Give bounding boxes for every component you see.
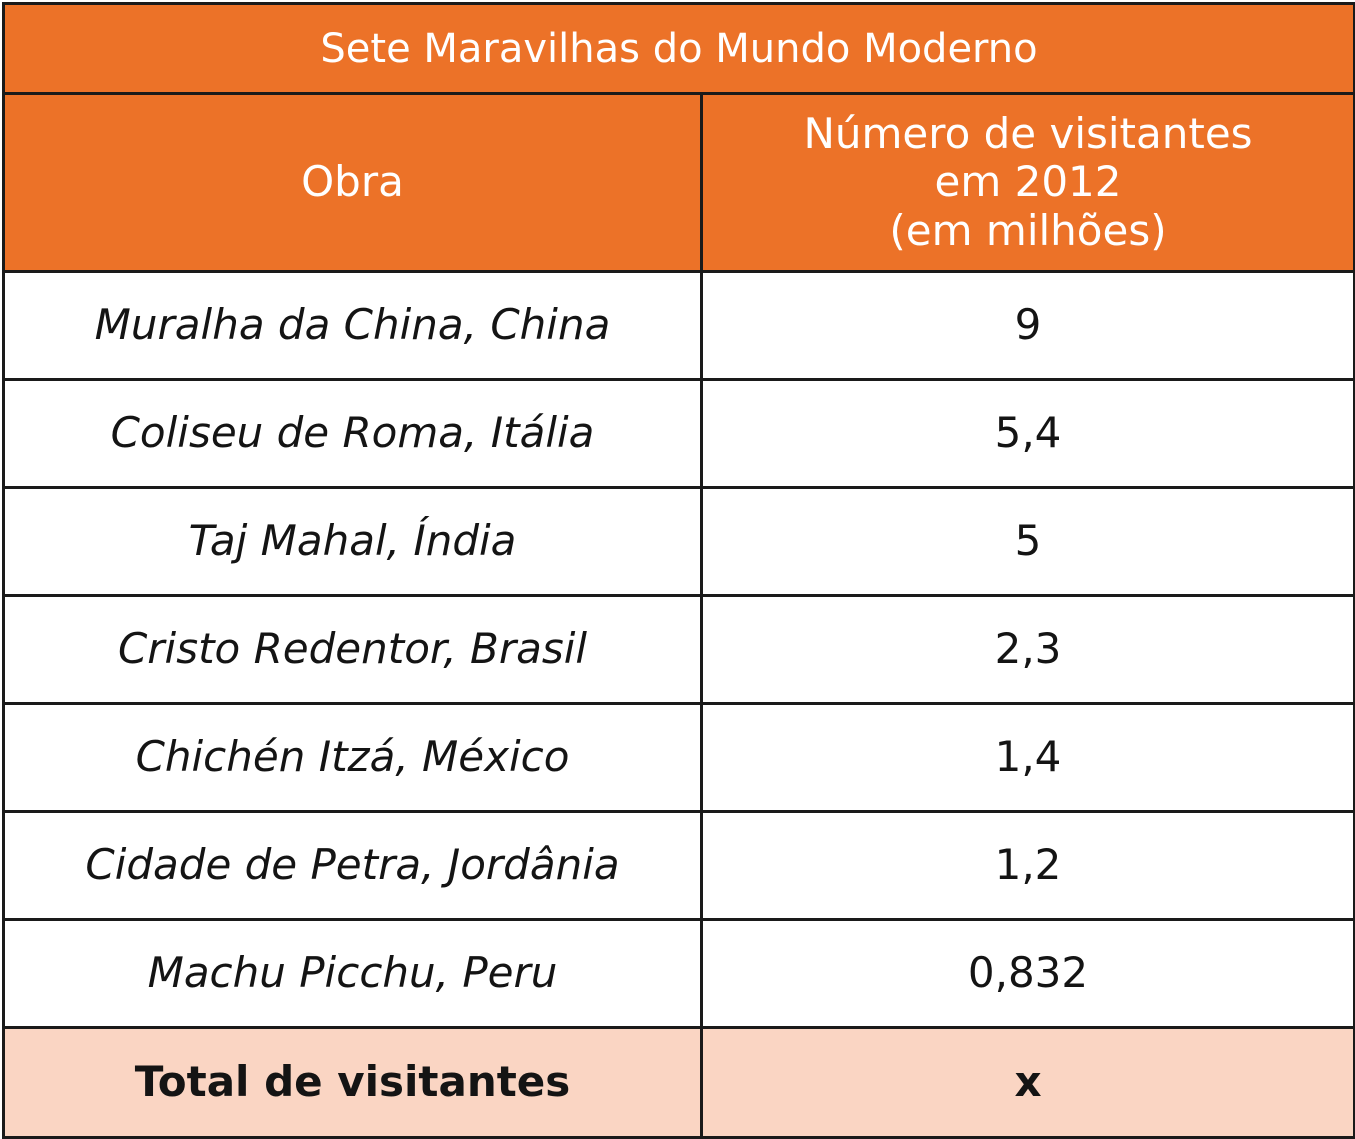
header-visitantes: Número de visitantes em 2012 (em milhões…	[699, 92, 1355, 273]
table-title: Sete Maravilhas do Mundo Moderno	[1, 2, 1355, 95]
table-row: Taj Mahal, Índia 5	[2, 486, 1355, 597]
table-row: Cidade de Petra, Jordânia 1,2	[2, 810, 1355, 921]
cell-obra: Chichén Itzá, México	[2, 702, 703, 813]
cell-visitantes: 9	[699, 270, 1355, 381]
cell-visitantes: 5,4	[699, 378, 1355, 489]
table-header-row: Obra Número de visitantes em 2012 (em mi…	[2, 92, 1355, 273]
total-value: x	[699, 1026, 1355, 1139]
table-row: Coliseu de Roma, Itália 5,4	[2, 378, 1355, 489]
table-row: Cristo Redentor, Brasil 2,3	[2, 594, 1355, 705]
cell-visitantes: 1,2	[699, 810, 1355, 921]
cell-obra: Cristo Redentor, Brasil	[2, 594, 703, 705]
cell-visitantes: 5	[699, 486, 1355, 597]
header-obra: Obra	[2, 92, 703, 273]
cell-visitantes: 0,832	[699, 918, 1355, 1029]
cell-obra: Muralha da China, China	[2, 270, 703, 381]
cell-obra: Taj Mahal, Índia	[2, 486, 703, 597]
header-visitantes-line-3: (em milhões)	[889, 205, 1167, 255]
cell-obra: Machu Picchu, Peru	[2, 918, 703, 1029]
total-label: Total de visitantes	[2, 1026, 703, 1139]
cell-visitantes: 2,3	[699, 594, 1355, 705]
cell-obra: Coliseu de Roma, Itália	[2, 378, 703, 489]
table-row: Muralha da China, China 9	[2, 270, 1355, 381]
header-visitantes-line-1: Número de visitantes	[803, 109, 1253, 159]
header-visitantes-line-2: em 2012	[934, 157, 1122, 207]
total-row: Total de visitantes x	[2, 1026, 1355, 1139]
table-row: Chichén Itzá, México 1,4	[2, 702, 1355, 813]
table-title-row: Sete Maravilhas do Mundo Moderno	[1, 2, 1355, 95]
cell-obra: Cidade de Petra, Jordânia	[2, 810, 703, 921]
table-row: Machu Picchu, Peru 0,832	[2, 918, 1355, 1029]
cell-visitantes: 1,4	[699, 702, 1355, 813]
